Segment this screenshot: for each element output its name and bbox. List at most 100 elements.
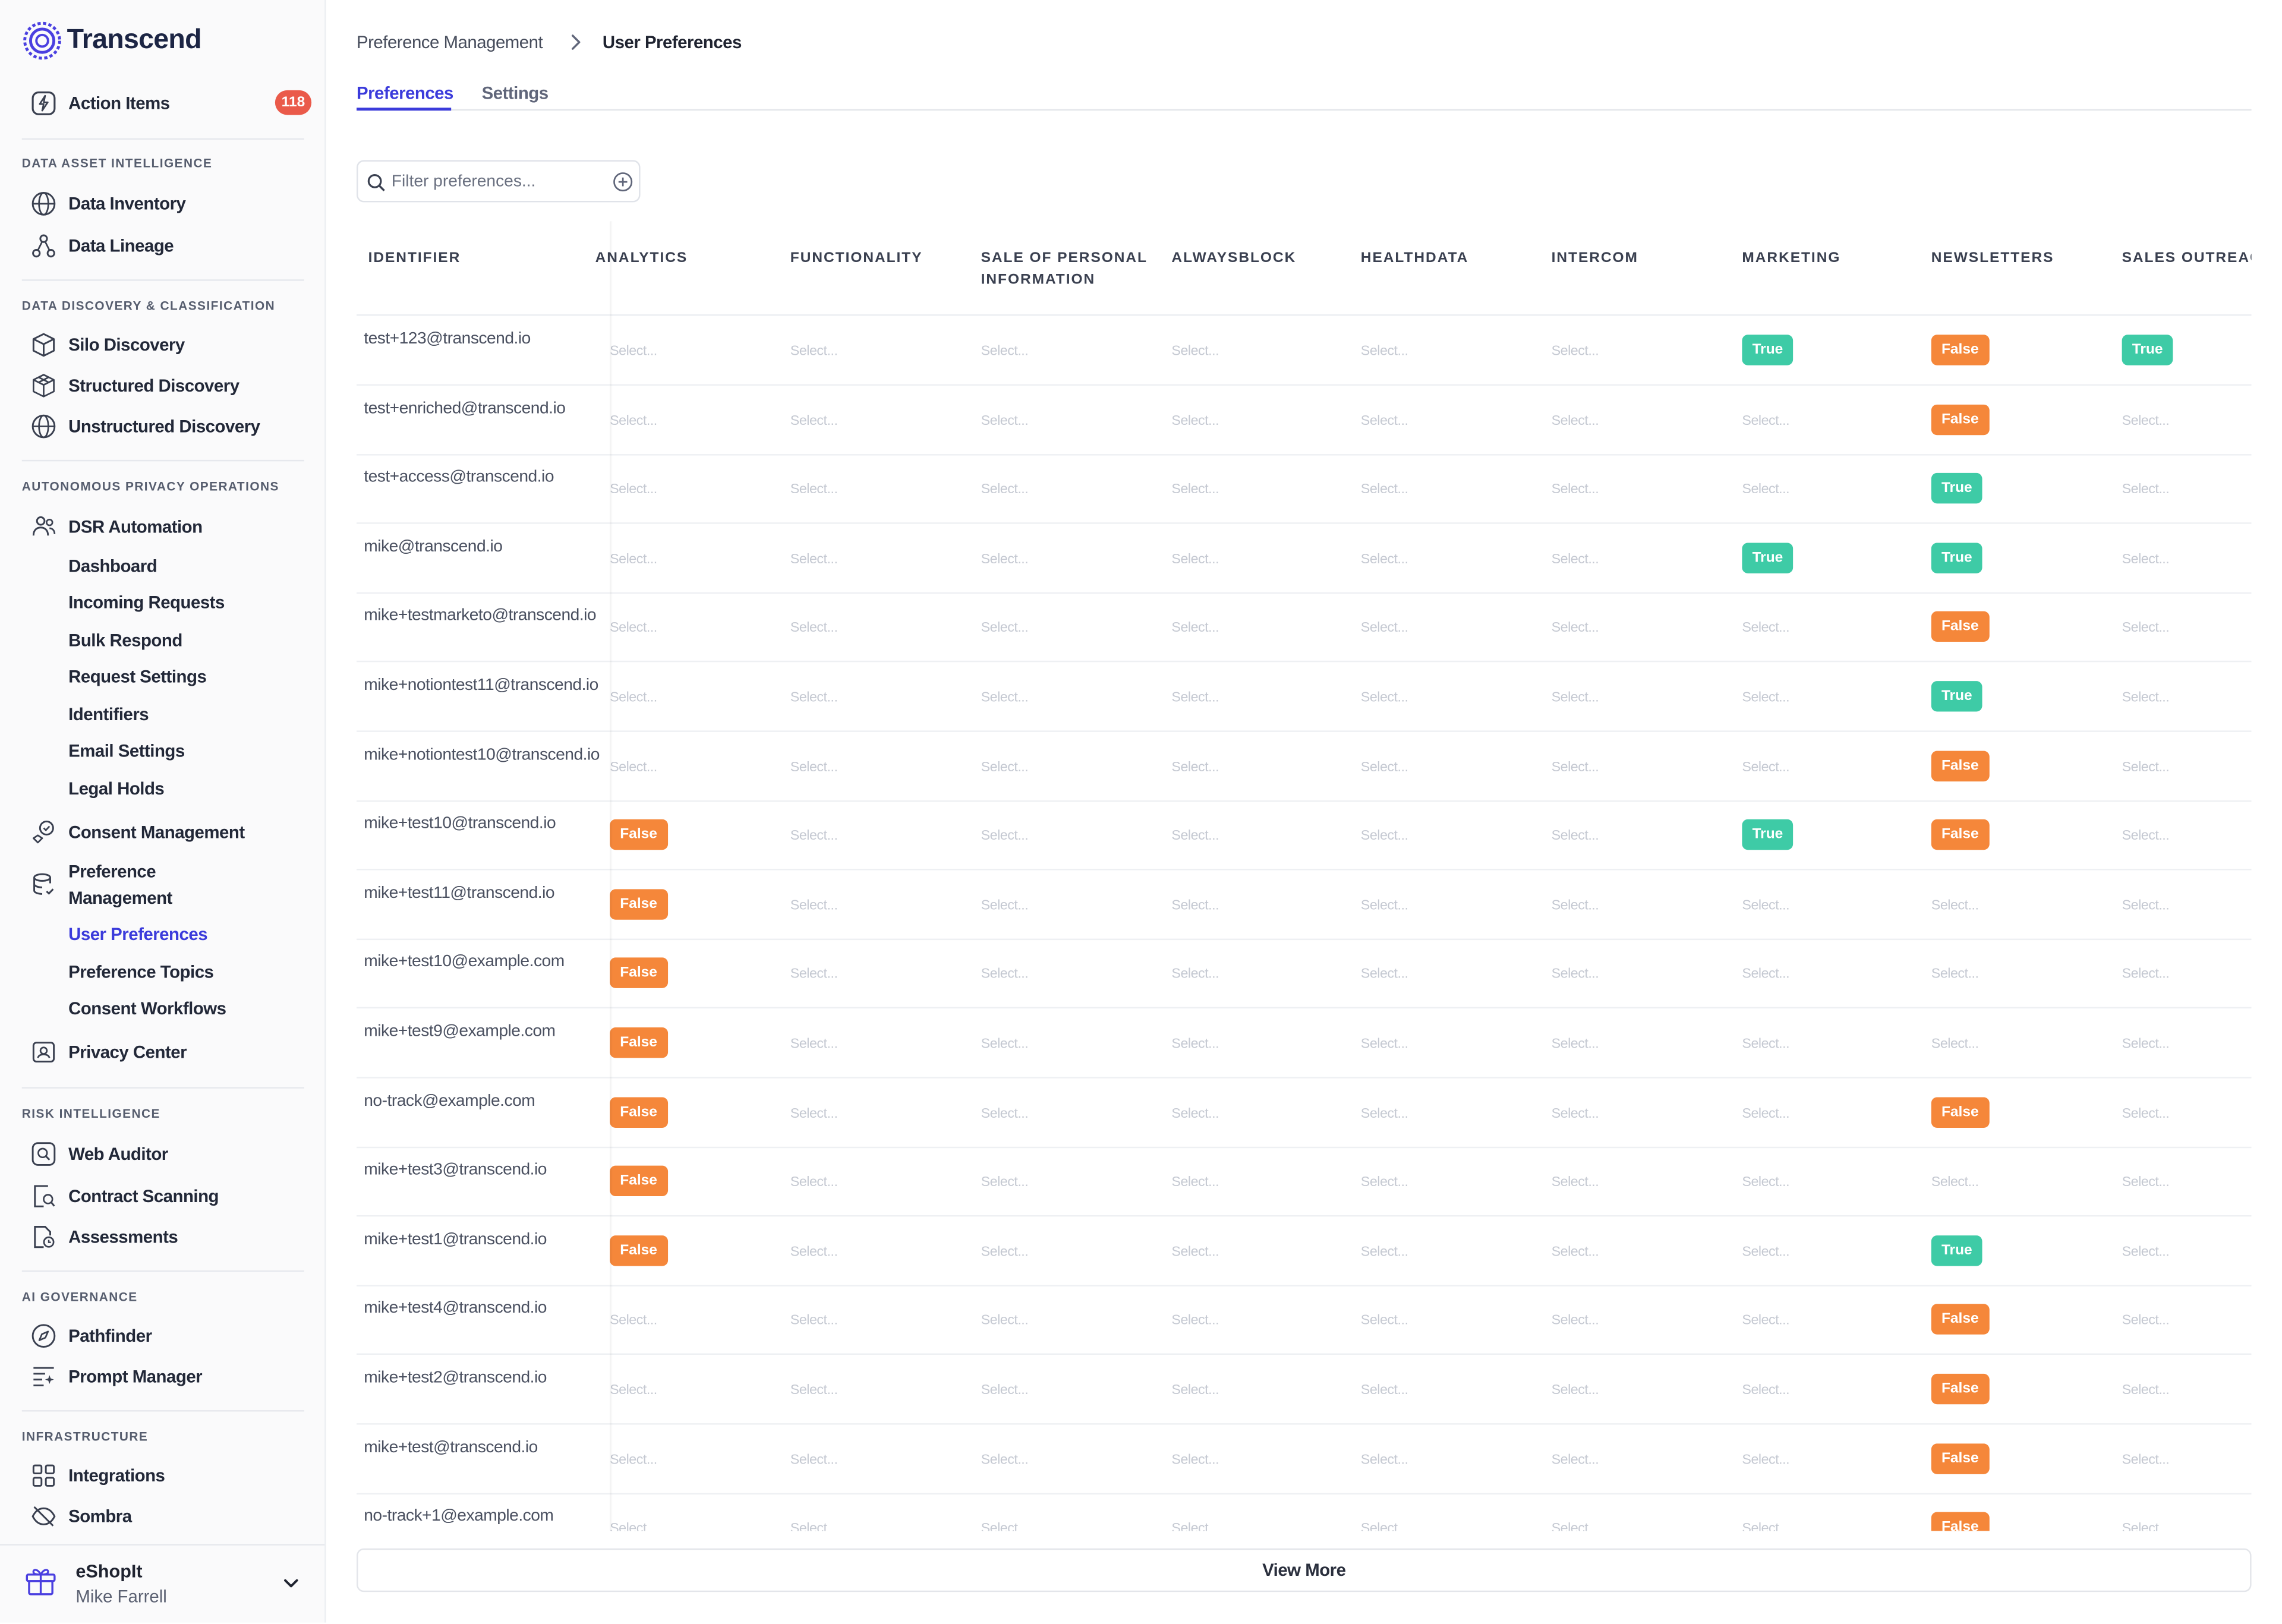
preference-select[interactable]: Select... bbox=[610, 750, 784, 783]
subnav-user-preferences[interactable]: User Preferences bbox=[68, 924, 208, 945]
preference-select[interactable]: Select... bbox=[2122, 1512, 2252, 1531]
preference-select[interactable]: Select... bbox=[1742, 1235, 1917, 1267]
preference-select[interactable]: Select... bbox=[981, 612, 1156, 644]
preference-select[interactable]: False bbox=[1931, 335, 2106, 367]
preference-select[interactable]: Select... bbox=[610, 404, 784, 436]
preference-select[interactable]: Select... bbox=[790, 958, 965, 990]
preference-select[interactable]: Select... bbox=[610, 335, 784, 367]
preference-select[interactable]: Select... bbox=[1361, 819, 1536, 852]
preference-select[interactable]: Select... bbox=[981, 473, 1156, 505]
preference-select[interactable]: Select... bbox=[2122, 543, 2252, 575]
preference-select[interactable]: Select... bbox=[1742, 1097, 1917, 1129]
preference-select[interactable]: Select... bbox=[1552, 1374, 1726, 1406]
preference-select[interactable]: Select... bbox=[981, 1443, 1156, 1475]
preference-select[interactable]: Select... bbox=[1171, 1097, 1346, 1129]
preference-select[interactable]: Select... bbox=[981, 889, 1156, 921]
breadcrumb-parent[interactable]: Preference Management bbox=[357, 31, 543, 53]
logo[interactable]: Transcend bbox=[22, 20, 202, 61]
preference-select[interactable]: Select... bbox=[790, 473, 965, 505]
add-filter-icon[interactable] bbox=[613, 172, 633, 200]
preference-select[interactable]: False bbox=[610, 1096, 784, 1129]
preference-select[interactable]: Select... bbox=[1931, 958, 2106, 990]
preference-select[interactable]: Select... bbox=[1361, 543, 1536, 575]
preference-select[interactable]: Select... bbox=[981, 1097, 1156, 1129]
preference-select[interactable]: True bbox=[1742, 819, 1917, 852]
preference-select[interactable]: Select... bbox=[981, 1027, 1156, 1059]
preference-select[interactable]: Select... bbox=[981, 404, 1156, 436]
subnav-bulk-respond[interactable]: Bulk Respond bbox=[68, 630, 182, 651]
preference-select[interactable]: Select... bbox=[1171, 1512, 1346, 1531]
preference-select[interactable]: False bbox=[1931, 1096, 2106, 1129]
preference-select[interactable]: Select... bbox=[610, 1512, 784, 1531]
preference-select[interactable]: Select... bbox=[1361, 404, 1536, 436]
preference-select[interactable]: False bbox=[610, 888, 784, 921]
column-header-functionality[interactable]: FUNCTIONALITY bbox=[790, 250, 923, 267]
preference-select[interactable]: Select... bbox=[1361, 1374, 1536, 1406]
preference-select[interactable]: Select... bbox=[790, 819, 965, 852]
preference-select[interactable]: Select... bbox=[2122, 1374, 2252, 1406]
preference-select[interactable]: Select... bbox=[1552, 1512, 1726, 1531]
preference-select[interactable]: Select... bbox=[790, 889, 965, 921]
preference-select[interactable]: Select... bbox=[1171, 1304, 1346, 1336]
preference-select[interactable]: Select... bbox=[1552, 1304, 1726, 1336]
preference-select[interactable]: Select... bbox=[1931, 1166, 2106, 1198]
preference-select[interactable]: Select... bbox=[2122, 1443, 2252, 1475]
preference-select[interactable]: Select... bbox=[981, 958, 1156, 990]
preference-select[interactable]: Select... bbox=[981, 543, 1156, 575]
preference-select[interactable]: Select... bbox=[1742, 1512, 1917, 1531]
column-header-analytics[interactable]: ANALYTICS bbox=[595, 250, 688, 267]
preference-select[interactable]: Select... bbox=[1361, 1512, 1536, 1531]
preference-select[interactable]: Select... bbox=[981, 1512, 1156, 1531]
preference-select[interactable]: Select... bbox=[2122, 1027, 2252, 1059]
preference-select[interactable]: Select... bbox=[1552, 1443, 1726, 1475]
subnav-incoming-requests[interactable]: Incoming Requests bbox=[68, 592, 225, 613]
preference-select[interactable]: Select... bbox=[790, 1512, 965, 1531]
preference-select[interactable]: Select... bbox=[1552, 473, 1726, 505]
preference-select[interactable]: Select... bbox=[1171, 1443, 1346, 1475]
column-header-healthdata[interactable]: HEALTHDATA bbox=[1360, 250, 1469, 267]
preference-select[interactable]: Select... bbox=[2122, 750, 2252, 783]
nav-sombra[interactable]: Sombra bbox=[0, 1502, 324, 1531]
preference-select[interactable]: Select... bbox=[1171, 681, 1346, 713]
preference-select[interactable]: Select... bbox=[1552, 1235, 1726, 1267]
preference-select[interactable]: Select... bbox=[2122, 1166, 2252, 1198]
nav-dsr-automation[interactable]: DSR Automation bbox=[0, 512, 324, 541]
preference-select[interactable]: Select... bbox=[610, 612, 784, 644]
subnav-consent-workflows[interactable]: Consent Workflows bbox=[68, 998, 226, 1019]
preference-select[interactable]: Select... bbox=[1361, 750, 1536, 783]
preference-select[interactable]: True bbox=[2122, 335, 2252, 367]
preference-select[interactable]: Select... bbox=[1552, 750, 1726, 783]
preference-select[interactable]: Select... bbox=[1552, 889, 1726, 921]
preference-select[interactable]: False bbox=[1931, 1304, 2106, 1336]
column-header-intercom[interactable]: INTERCOM bbox=[1551, 250, 1638, 267]
preference-select[interactable]: Select... bbox=[790, 404, 965, 436]
preference-select[interactable]: True bbox=[1931, 1235, 2106, 1267]
preference-select[interactable]: Select... bbox=[790, 1166, 965, 1198]
preference-select[interactable]: Select... bbox=[1361, 681, 1536, 713]
preference-select[interactable]: Select... bbox=[1552, 681, 1726, 713]
preference-select[interactable]: Select... bbox=[981, 335, 1156, 367]
nav-data-lineage[interactable]: Data Lineage bbox=[0, 231, 324, 260]
subnav-email-settings[interactable]: Email Settings bbox=[68, 740, 185, 761]
tab-preferences[interactable]: Preferences bbox=[357, 83, 453, 103]
preference-select[interactable]: Select... bbox=[790, 543, 965, 575]
preference-select[interactable]: Select... bbox=[1742, 1166, 1917, 1198]
preference-select[interactable]: Select... bbox=[981, 1374, 1156, 1406]
subnav-preference-topics[interactable]: Preference Topics bbox=[68, 961, 214, 983]
preference-select[interactable]: Select... bbox=[790, 1027, 965, 1059]
preference-select[interactable]: Select... bbox=[1361, 1166, 1536, 1198]
preference-select[interactable]: Select... bbox=[1171, 612, 1346, 644]
preference-select[interactable]: True bbox=[1931, 681, 2106, 713]
preference-select[interactable]: True bbox=[1931, 542, 2106, 575]
preference-select[interactable]: False bbox=[1931, 1443, 2106, 1475]
view-more-button[interactable]: View More bbox=[357, 1548, 2252, 1593]
column-header-marketing[interactable]: MARKETING bbox=[1742, 250, 1841, 267]
preference-select[interactable]: Select... bbox=[1171, 889, 1346, 921]
preference-select[interactable]: Select... bbox=[790, 1097, 965, 1129]
preference-select[interactable]: Select... bbox=[2122, 1097, 2252, 1129]
preference-select[interactable]: False bbox=[1931, 611, 2106, 644]
preference-select[interactable]: True bbox=[1742, 335, 1917, 367]
preference-select[interactable]: Select... bbox=[981, 1235, 1156, 1267]
preference-select[interactable]: Select... bbox=[2122, 1304, 2252, 1336]
preference-select[interactable]: Select... bbox=[1742, 681, 1917, 713]
